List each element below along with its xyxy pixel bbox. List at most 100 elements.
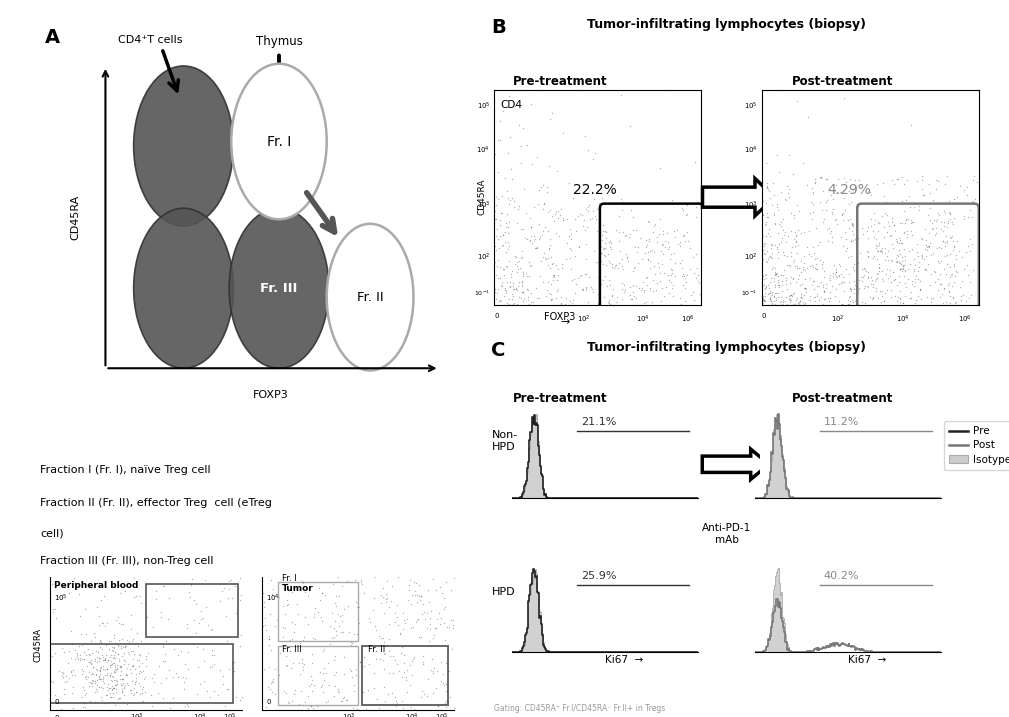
Point xyxy=(601,298,618,310)
Point xyxy=(503,265,520,276)
Point xyxy=(892,257,908,268)
Point xyxy=(946,259,963,270)
Point xyxy=(232,573,248,584)
Point xyxy=(434,588,450,599)
Point xyxy=(822,274,838,285)
Point xyxy=(789,262,805,273)
Point xyxy=(767,266,783,277)
Point xyxy=(597,260,613,271)
Point xyxy=(412,631,428,642)
Point xyxy=(520,292,536,303)
Point xyxy=(790,239,806,250)
Point xyxy=(808,258,824,270)
Point xyxy=(911,257,927,268)
Point xyxy=(675,279,691,290)
Point xyxy=(856,271,872,282)
Text: 11.2%: 11.2% xyxy=(823,417,860,427)
Point xyxy=(395,702,411,713)
Point xyxy=(501,280,518,292)
Point xyxy=(291,657,307,668)
Point xyxy=(558,293,574,304)
Point xyxy=(531,184,547,196)
Point xyxy=(773,295,789,307)
Point xyxy=(293,637,309,648)
Point xyxy=(928,214,944,225)
Point xyxy=(955,275,971,286)
Point xyxy=(939,221,956,232)
Text: B: B xyxy=(491,18,507,37)
Point xyxy=(126,683,142,694)
Point xyxy=(776,264,792,275)
Point xyxy=(83,677,99,688)
Point xyxy=(330,683,346,695)
Point xyxy=(375,591,391,602)
Point xyxy=(879,226,895,237)
Point xyxy=(519,140,535,151)
Point xyxy=(762,293,778,305)
Point xyxy=(901,190,917,201)
Point xyxy=(815,298,831,310)
Point xyxy=(587,210,603,222)
Point xyxy=(877,247,893,258)
Point xyxy=(92,671,108,683)
Point xyxy=(788,235,804,247)
Point xyxy=(892,264,908,275)
Point xyxy=(801,225,817,237)
Point xyxy=(445,614,461,626)
Point xyxy=(918,264,934,275)
Point xyxy=(554,262,570,274)
Point xyxy=(335,692,351,703)
Point xyxy=(636,286,652,298)
Point xyxy=(804,188,820,199)
Point xyxy=(107,679,123,690)
Point xyxy=(178,673,194,684)
Point xyxy=(755,209,771,220)
Point xyxy=(783,294,799,305)
Point xyxy=(104,670,120,682)
Point xyxy=(409,597,425,608)
Point xyxy=(537,221,553,232)
Point xyxy=(194,605,210,617)
Point xyxy=(804,260,820,271)
Point xyxy=(898,194,914,205)
Point xyxy=(604,282,621,294)
Point xyxy=(910,274,926,285)
Point xyxy=(971,295,987,307)
Point xyxy=(405,670,421,681)
Point xyxy=(770,277,786,288)
Point xyxy=(956,210,972,222)
Point xyxy=(312,594,328,606)
Point xyxy=(436,592,452,604)
Point xyxy=(443,584,459,596)
Point xyxy=(79,670,95,682)
Point xyxy=(850,285,866,296)
Point xyxy=(938,171,955,182)
Point xyxy=(121,648,137,660)
Point xyxy=(96,698,112,709)
Point xyxy=(781,290,797,301)
Point xyxy=(895,262,911,274)
Point xyxy=(577,203,593,214)
Point xyxy=(952,281,969,293)
Point xyxy=(673,262,689,273)
Point xyxy=(58,677,74,688)
Point xyxy=(161,592,178,604)
Point xyxy=(559,237,575,248)
Point xyxy=(828,179,845,191)
Point xyxy=(97,669,113,680)
Point xyxy=(111,653,127,665)
Point xyxy=(897,251,913,262)
Point xyxy=(375,581,391,593)
Point xyxy=(438,576,454,588)
Point xyxy=(865,278,881,290)
Point xyxy=(105,657,121,668)
Point xyxy=(882,265,898,276)
Point xyxy=(110,611,126,622)
Point xyxy=(859,199,875,210)
Point xyxy=(782,277,798,288)
Point xyxy=(956,289,972,300)
Point xyxy=(949,235,966,247)
Text: Thymus: Thymus xyxy=(255,35,303,48)
Point xyxy=(290,609,306,620)
Text: $10^2$: $10^2$ xyxy=(576,313,590,325)
